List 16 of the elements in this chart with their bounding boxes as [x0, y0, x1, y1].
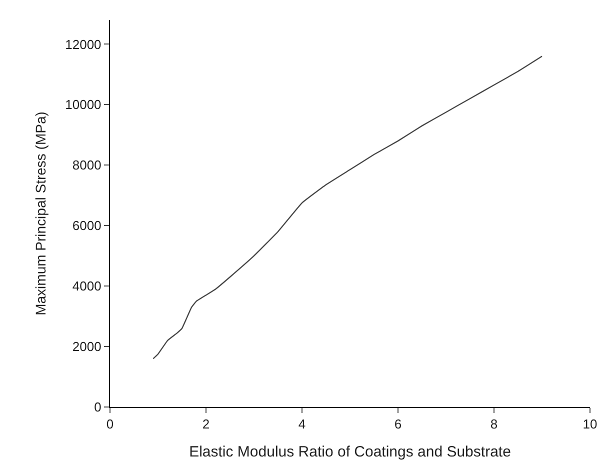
y-tick-label: 2000: [72, 339, 102, 354]
line-series: [152, 56, 543, 360]
y-tick-label: 0: [94, 400, 102, 415]
y-tick-label: 12000: [65, 36, 102, 52]
x-axis-title: Elastic Modulus Ratio of Coatings and Substrate: [189, 444, 511, 461]
y-axis-title: Maximum Principal Stress (MPa): [32, 112, 49, 316]
x-tick-label: 2: [202, 416, 210, 432]
x-tick-label: 8: [490, 416, 498, 432]
x-tick-label: 0: [106, 416, 114, 432]
y-tick-label: 10000: [65, 97, 102, 112]
x-tick-label: 10: [582, 416, 598, 432]
x-tick-label: 6: [394, 416, 402, 432]
y-tick-label: 8000: [72, 158, 102, 173]
y-tick-label: 6000: [72, 218, 102, 234]
y-tick-label: 4000: [72, 278, 102, 294]
x-tick-label: 4: [298, 416, 306, 432]
